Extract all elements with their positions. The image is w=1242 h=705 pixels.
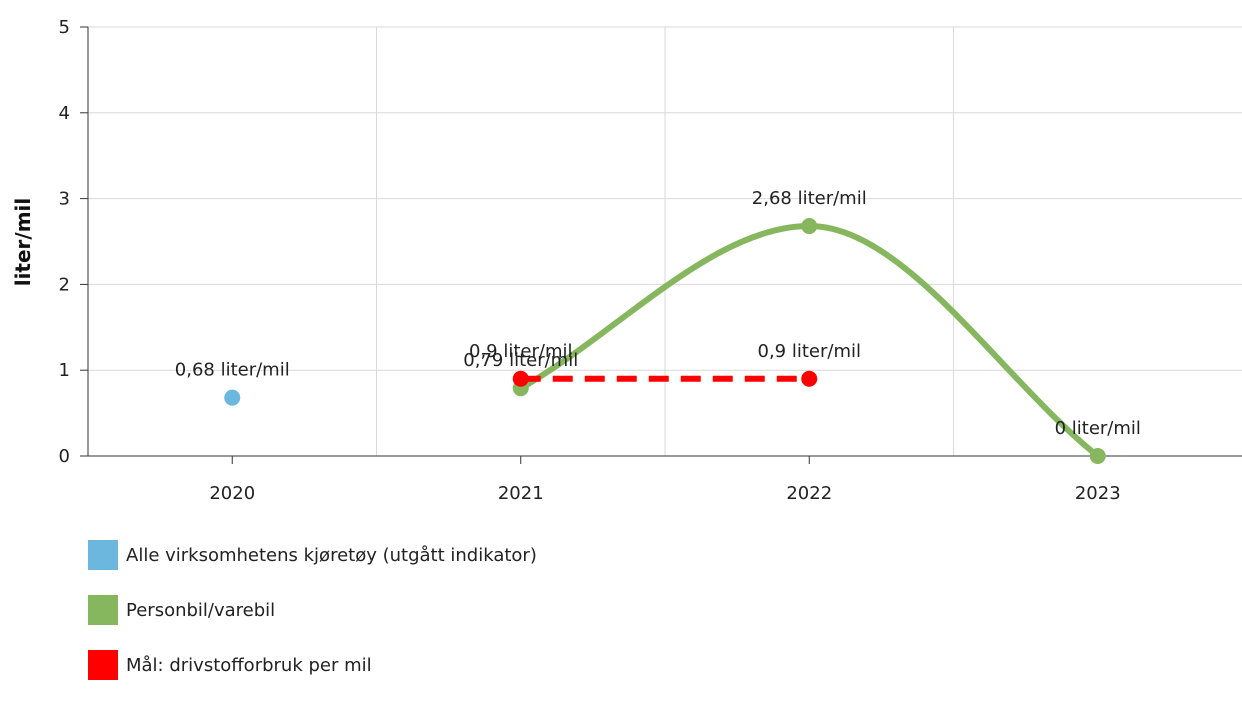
y-tick-label: 3 [59,189,70,210]
data-labels: 0,68 liter/mil 0,79 liter/mil 2,68 liter/m… [175,188,1141,439]
legend-label: Mål: drivstofforbruk per mil [126,654,372,676]
legend-label: Alle virksomhetens kjøretøy (utgått indi… [126,544,537,566]
x-tick-label: 2023 [1075,483,1121,504]
legend-swatch [88,540,118,570]
data-point-2 [512,370,529,387]
data-label-2: 0,9 liter/mil [469,341,572,362]
y-tick-label: 4 [59,103,70,124]
data-label-2: 0,9 liter/mil [758,341,861,362]
x-tick-label: 2020 [209,483,255,504]
data-label-1: 2,68 liter/mil [752,188,867,209]
data-point-1 [801,218,818,235]
x-tick-label: 2021 [498,483,544,504]
y-axis-label: liter/mil [11,198,35,287]
legend-swatch [88,595,118,625]
legend-swatch [88,650,118,680]
legend-item-blue[interactable]: Alle virksomhetens kjøretøy (utgått indi… [88,540,537,570]
line-chart: 0 1 2 3 4 5 2020 2021 2022 2023 liter/mil 0,68 l… [11,17,1242,504]
y-tick-labels: 0 1 2 3 4 5 [59,17,70,467]
axes [80,26,1242,464]
y-tick-label: 1 [59,360,70,381]
x-tick-labels: 2020 2021 2022 2023 [209,483,1120,504]
y-tick-label: 2 [59,274,70,295]
data-point-1 [1089,448,1106,464]
data-label-0: 0,68 liter/mil [175,360,290,381]
data-label-1: 0,79 liter/mil [463,350,578,371]
legend-label: Personbil/varebil [126,599,276,621]
y-tick-label: 0 [59,446,70,467]
legend-item-green[interactable]: Personbil/varebil [88,595,537,625]
x-tick-label: 2022 [786,483,832,504]
data-point-2 [801,370,818,387]
data-point-0 [224,389,241,406]
series-layer [224,218,1106,464]
data-label-1: 0 liter/mil [1055,418,1141,439]
grid [88,26,1242,456]
legend-item-red[interactable]: Mål: drivstofforbruk per mil [88,650,537,680]
y-tick-label: 5 [59,17,70,38]
legend: Alle virksomhetens kjøretøy (utgått indi… [88,540,537,705]
